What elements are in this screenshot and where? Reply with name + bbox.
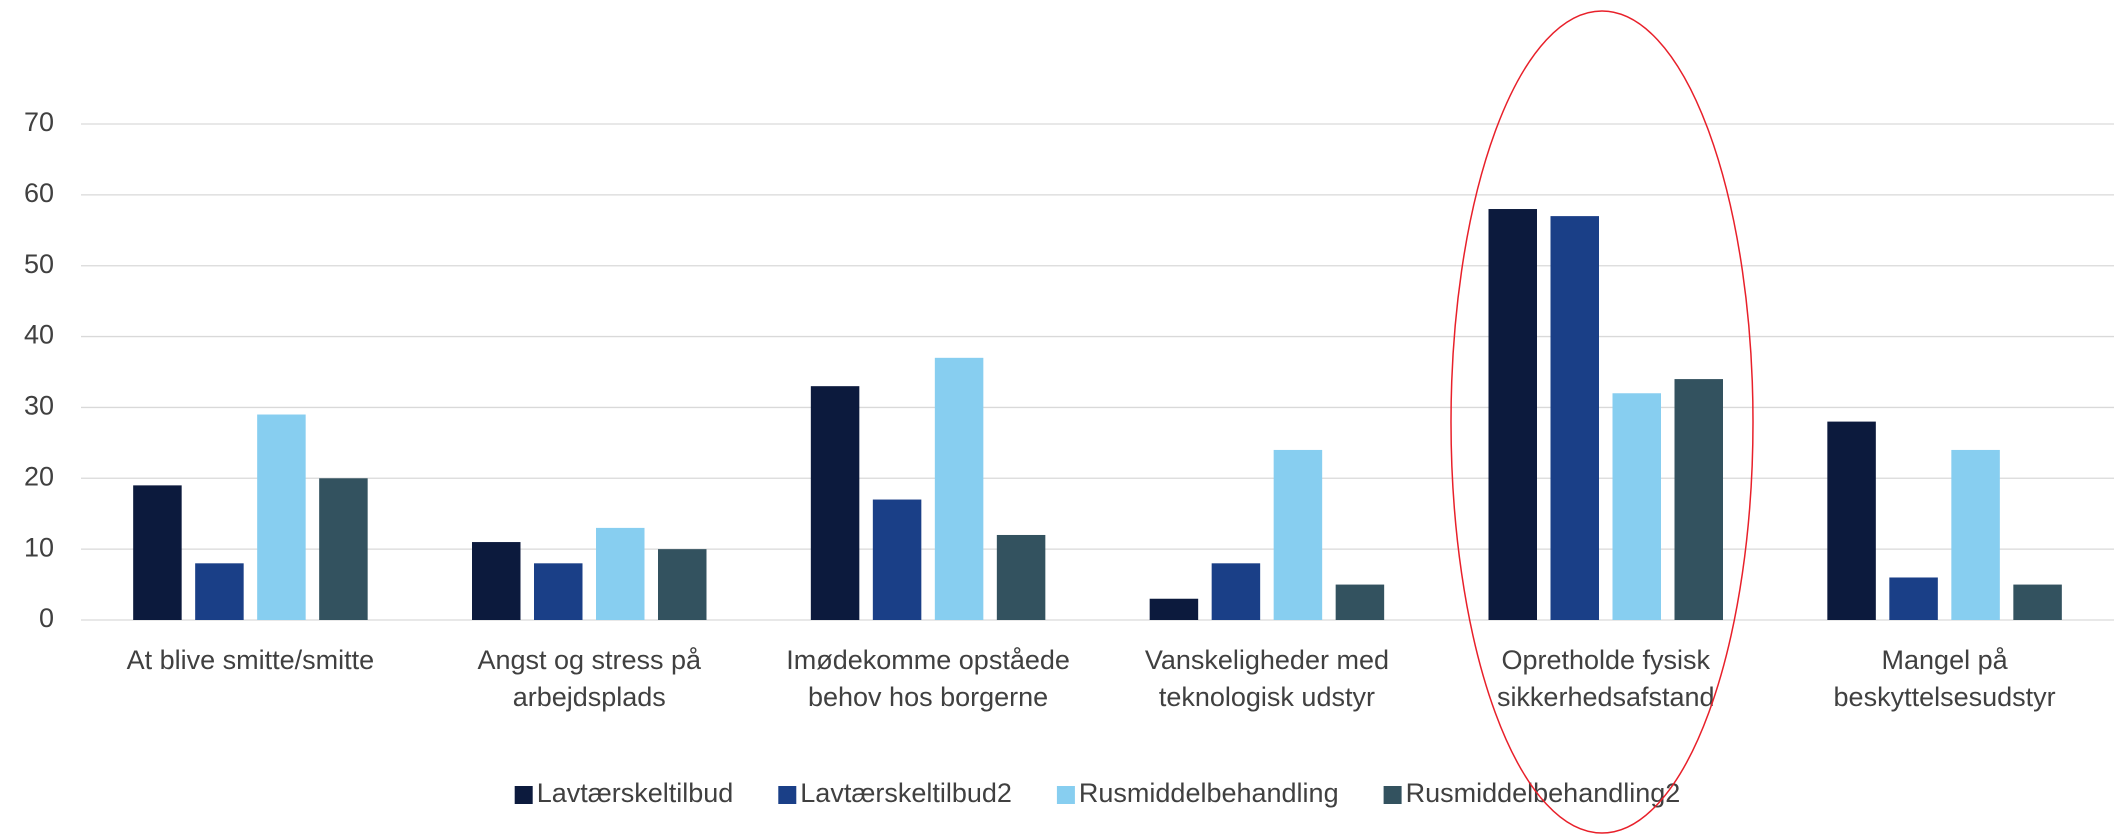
x-tick-label-box: Mangel på beskyttelsesudstyr: [1833, 645, 2056, 712]
bar: [1827, 421, 1876, 620]
legend: Lavtærskeltilbud Lavtærskeltilbud2 Rusmidd…: [514, 778, 1681, 808]
bar: [195, 563, 244, 620]
bar: [872, 499, 922, 620]
y-tick-label: 30: [24, 391, 54, 421]
x-tick-label-box: Vanskeligheder med teknologisk udstyr: [1144, 645, 1389, 712]
legend-swatch: [514, 786, 533, 804]
bar: [1335, 584, 1385, 620]
x-tick-label: At blive smitte/smitte: [126, 645, 375, 675]
bar: [2013, 584, 2062, 620]
x-tick-label-box: Opretholde fysisk sikkerhedsafstand: [1496, 645, 1715, 712]
bar: [534, 563, 583, 620]
bar: [810, 386, 860, 620]
y-tick-label: 0: [39, 603, 54, 633]
y-tick-label: 60: [24, 178, 54, 208]
y-tick-label: 20: [24, 461, 54, 491]
legend-swatch: [1056, 786, 1075, 804]
bar: [1550, 216, 1599, 620]
bar: [596, 527, 645, 620]
y-tick-label: 70: [24, 107, 54, 137]
x-tick-label-box: Angst og stress på arbejdsplads: [477, 645, 702, 712]
bar: [472, 542, 521, 620]
x-tick-label: Imødekomme opståede behov hos borgerne: [786, 645, 1070, 712]
bar: [133, 485, 182, 620]
legend-label: Rusmiddelbehandling: [1079, 778, 1339, 808]
y-tick-label: 50: [24, 249, 54, 279]
bar: [996, 534, 1046, 620]
legend-label: Lavtærskeltilbud2: [800, 778, 1012, 808]
bar: [1211, 563, 1261, 620]
x-tick-label-box: At blive smitte/smitte: [126, 645, 375, 675]
x-tick-label: Opretholde fysisk sikkerhedsafstand: [1496, 645, 1715, 712]
highlight-ellipse: [1450, 10, 1754, 834]
legend-swatch: [778, 786, 797, 804]
bar: [257, 414, 306, 620]
bar: [658, 549, 707, 620]
x-tick-label: Mangel på beskyttelsesudstyr: [1833, 645, 2056, 712]
bar: [1488, 209, 1537, 620]
x-tick-label: Vanskeligheder med teknologisk udstyr: [1144, 645, 1389, 712]
y-tick-label: 10: [24, 532, 54, 562]
bar: [319, 478, 368, 620]
bar: [1612, 393, 1661, 620]
legend-label: Lavtærskeltilbud: [537, 778, 734, 808]
bar: [1273, 449, 1323, 620]
legend-swatch: [1383, 786, 1402, 804]
bar: [1889, 577, 1938, 620]
bar: [934, 357, 984, 620]
bar: [1674, 379, 1723, 620]
y-tick-label: 40: [24, 320, 54, 350]
x-tick-label-box: Imødekomme opståede behov hos borgerne: [786, 645, 1070, 712]
bar: [1149, 598, 1199, 620]
legend-label: Rusmiddelbehandling2: [1406, 778, 1681, 808]
bar: [1951, 449, 2000, 620]
x-tick-label: Angst og stress på arbejdsplads: [477, 645, 702, 712]
